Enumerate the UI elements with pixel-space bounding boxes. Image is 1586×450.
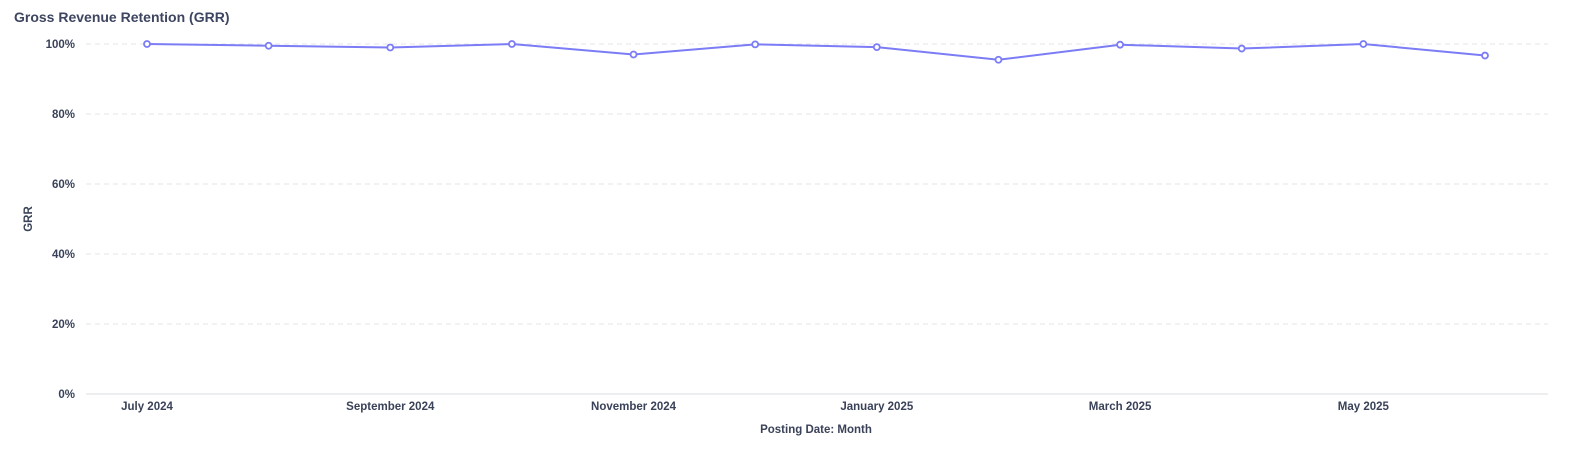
series-line-grr	[146, 43, 1486, 61]
y-axis-title: GRR	[23, 206, 35, 232]
x-tick-label: July 2024	[121, 401, 173, 413]
series-points	[143, 40, 1489, 64]
data-point[interactable]	[872, 43, 881, 52]
x-tick-label: November 2024	[591, 401, 677, 413]
data-point[interactable]	[629, 50, 638, 59]
chart-title: Gross Revenue Retention (GRR)	[14, 9, 230, 25]
data-point[interactable]	[1481, 51, 1489, 60]
data-point[interactable]	[994, 55, 1003, 64]
data-point[interactable]	[386, 43, 395, 52]
x-tick-label: January 2025	[840, 401, 913, 413]
x-tick-label: May 2025	[1338, 401, 1390, 413]
data-point[interactable]	[264, 41, 273, 50]
data-point[interactable]	[508, 40, 516, 48]
y-tick-label: 20%	[52, 319, 75, 331]
y-axis-ticks: 0% 20% 40% 60% 80% 100%	[46, 39, 75, 401]
data-point[interactable]	[143, 40, 151, 48]
data-point[interactable]	[1237, 44, 1246, 53]
y-tick-label: 100%	[46, 39, 75, 51]
x-tick-label: March 2025	[1089, 401, 1152, 413]
x-tick-label: September 2024	[346, 401, 435, 413]
data-point[interactable]	[751, 40, 760, 49]
data-point[interactable]	[1116, 40, 1124, 49]
gridlines	[86, 43, 1548, 325]
x-axis-title: Posting Date: Month	[760, 424, 872, 436]
x-axis-ticks: July 2024 September 2024 November 2024 Janu…	[121, 401, 1389, 413]
y-tick-label: 40%	[52, 249, 75, 261]
y-tick-label: 0%	[58, 389, 75, 401]
data-point[interactable]	[1359, 40, 1368, 48]
y-tick-label: 60%	[52, 179, 75, 191]
y-tick-label: 80%	[52, 109, 75, 121]
